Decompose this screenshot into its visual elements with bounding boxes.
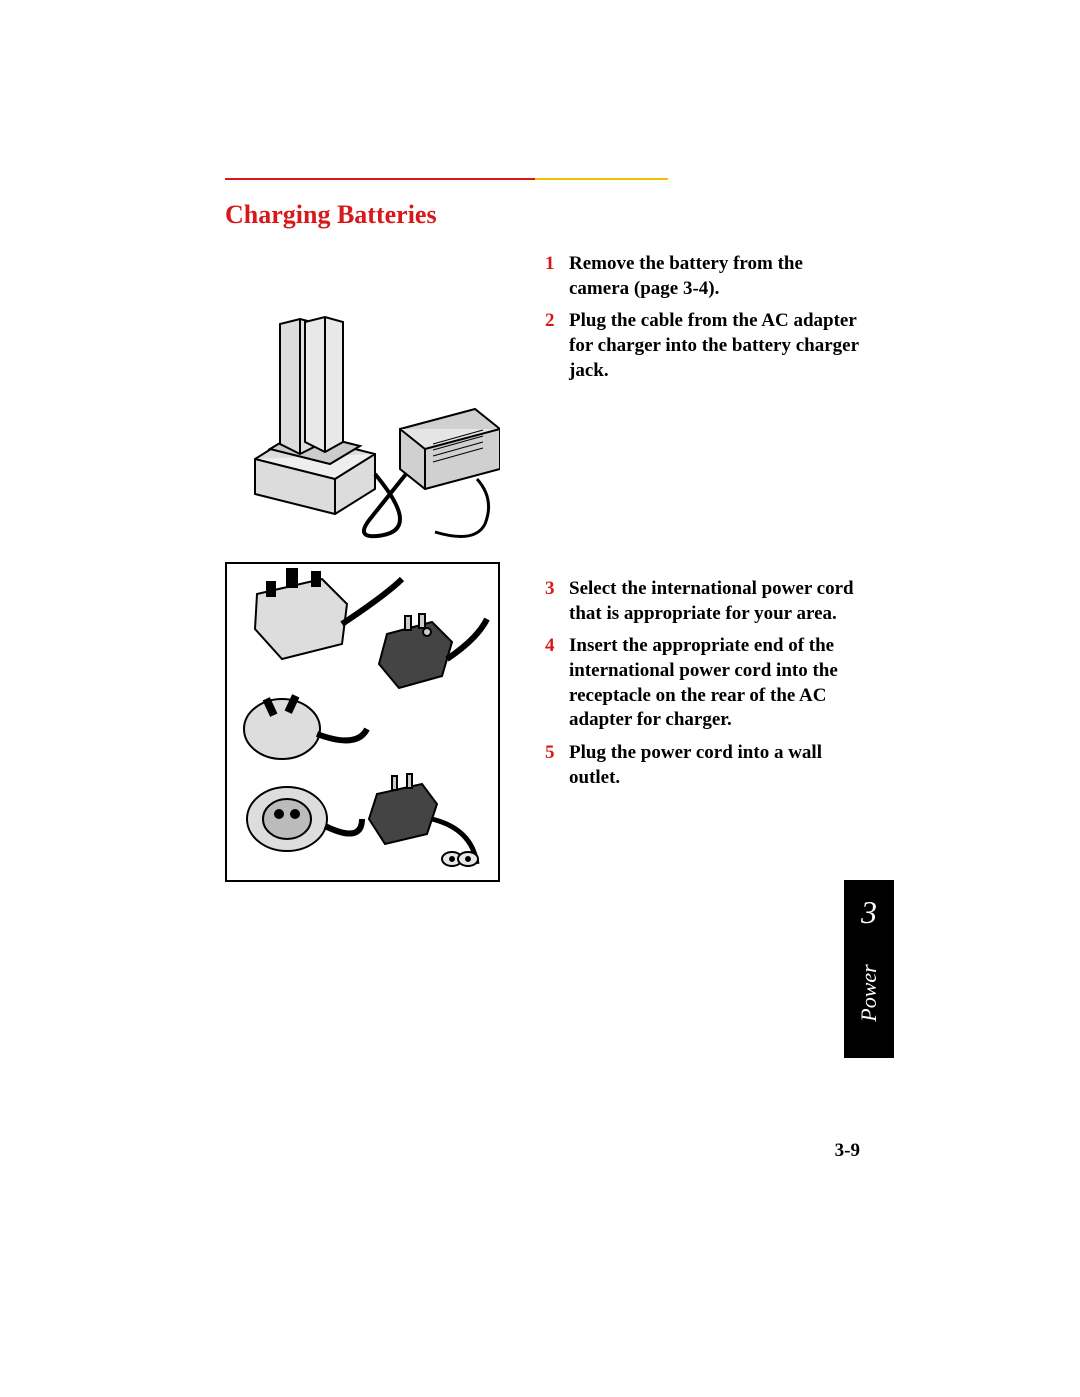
- step-number: 2: [545, 309, 569, 383]
- step-text: Plug the cable from the AC adapter for c…: [569, 309, 865, 383]
- chapter-tab: 3 Power: [844, 880, 894, 1058]
- step-text: Plug the power cord into a wall outlet.: [569, 741, 865, 790]
- step-text: Select the international power cord that…: [569, 577, 865, 626]
- steps-block-b: 3Select the international power cord tha…: [545, 577, 865, 799]
- header-rule-yellow: [535, 178, 668, 180]
- illustration-power-cords: [225, 562, 500, 882]
- step-item: 2Plug the cable from the AC adapter for …: [545, 309, 865, 383]
- illustration-charger: [225, 284, 500, 542]
- step-number: 4: [545, 634, 569, 733]
- step-item: 5Plug the power cord into a wall outlet.: [545, 741, 865, 790]
- step-number: 3: [545, 577, 569, 626]
- chapter-name: Power: [856, 964, 882, 1021]
- step-number: 1: [545, 252, 569, 301]
- section-title: Charging Batteries: [225, 200, 437, 230]
- step-number: 5: [545, 741, 569, 790]
- step-item: 4Insert the appropriate end of the inter…: [545, 634, 865, 733]
- step-item: 3Select the international power cord tha…: [545, 577, 865, 626]
- step-text: Insert the appropriate end of the intern…: [569, 634, 865, 733]
- chapter-number: 3: [844, 894, 894, 931]
- page-number: 3-9: [835, 1140, 860, 1162]
- manual-page: Charging Batteries: [0, 0, 1080, 1397]
- step-text: Remove the battery from the camera (page…: [569, 252, 865, 301]
- steps-block-a: 1Remove the battery from the camera (pag…: [545, 252, 865, 391]
- step-item: 1Remove the battery from the camera (pag…: [545, 252, 865, 301]
- header-rule-red: [225, 178, 535, 180]
